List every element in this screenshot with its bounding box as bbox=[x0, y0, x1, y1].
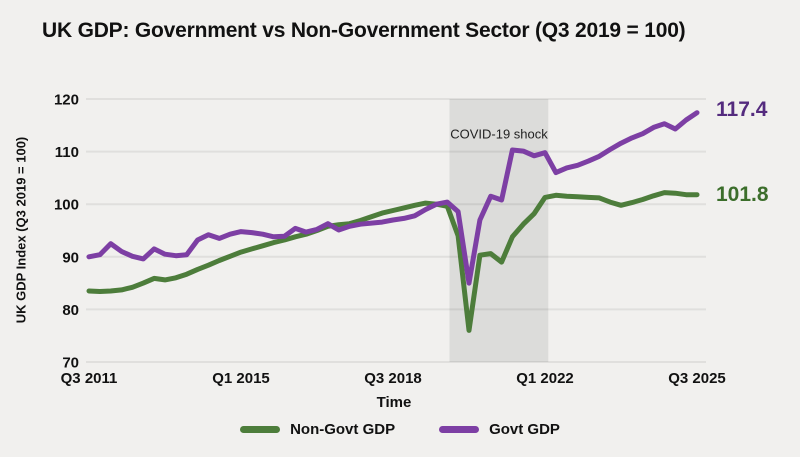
legend-item-govt: Govt GDP bbox=[439, 421, 560, 438]
y-tick-label: 110 bbox=[55, 144, 79, 161]
govt-line-swatch bbox=[439, 426, 480, 433]
x-tick-label: Q1 2015 bbox=[212, 370, 270, 387]
x-tick-label: Q3 2011 bbox=[61, 370, 118, 387]
nongovt-end-value: 101.8 bbox=[716, 183, 769, 206]
x-tick-label: Q3 2025 bbox=[668, 370, 726, 387]
y-tick-label: 120 bbox=[54, 92, 79, 109]
legend-label-nongovt: Non-Govt GDP bbox=[290, 421, 396, 438]
legend-label-govt: Govt GDP bbox=[489, 421, 560, 438]
y-tick-label: 90 bbox=[62, 249, 79, 266]
govt-end-value: 117.4 bbox=[716, 98, 768, 121]
covid-annotation: COVID-19 shock bbox=[450, 126, 548, 142]
legend-item-nongovt: Non-Govt GDP bbox=[240, 421, 395, 438]
chart-title: UK GDP: Government vs Non-Government Sec… bbox=[42, 19, 686, 42]
y-tick-label: 100 bbox=[54, 197, 79, 214]
nongovt-gdp-line bbox=[86, 190, 700, 333]
y-tick-label: 70 bbox=[62, 355, 79, 372]
nongovt-line-swatch bbox=[240, 426, 281, 433]
govt-gdp-line bbox=[86, 110, 700, 286]
legend: Non-Govt GDP Govt GDP bbox=[0, 421, 800, 438]
x-tick-label: Q3 2018 bbox=[364, 370, 422, 387]
x-tick-label: Q1 2022 bbox=[516, 370, 574, 387]
x-axis-label: Time bbox=[376, 394, 412, 411]
y-tick-label: 80 bbox=[62, 302, 79, 319]
